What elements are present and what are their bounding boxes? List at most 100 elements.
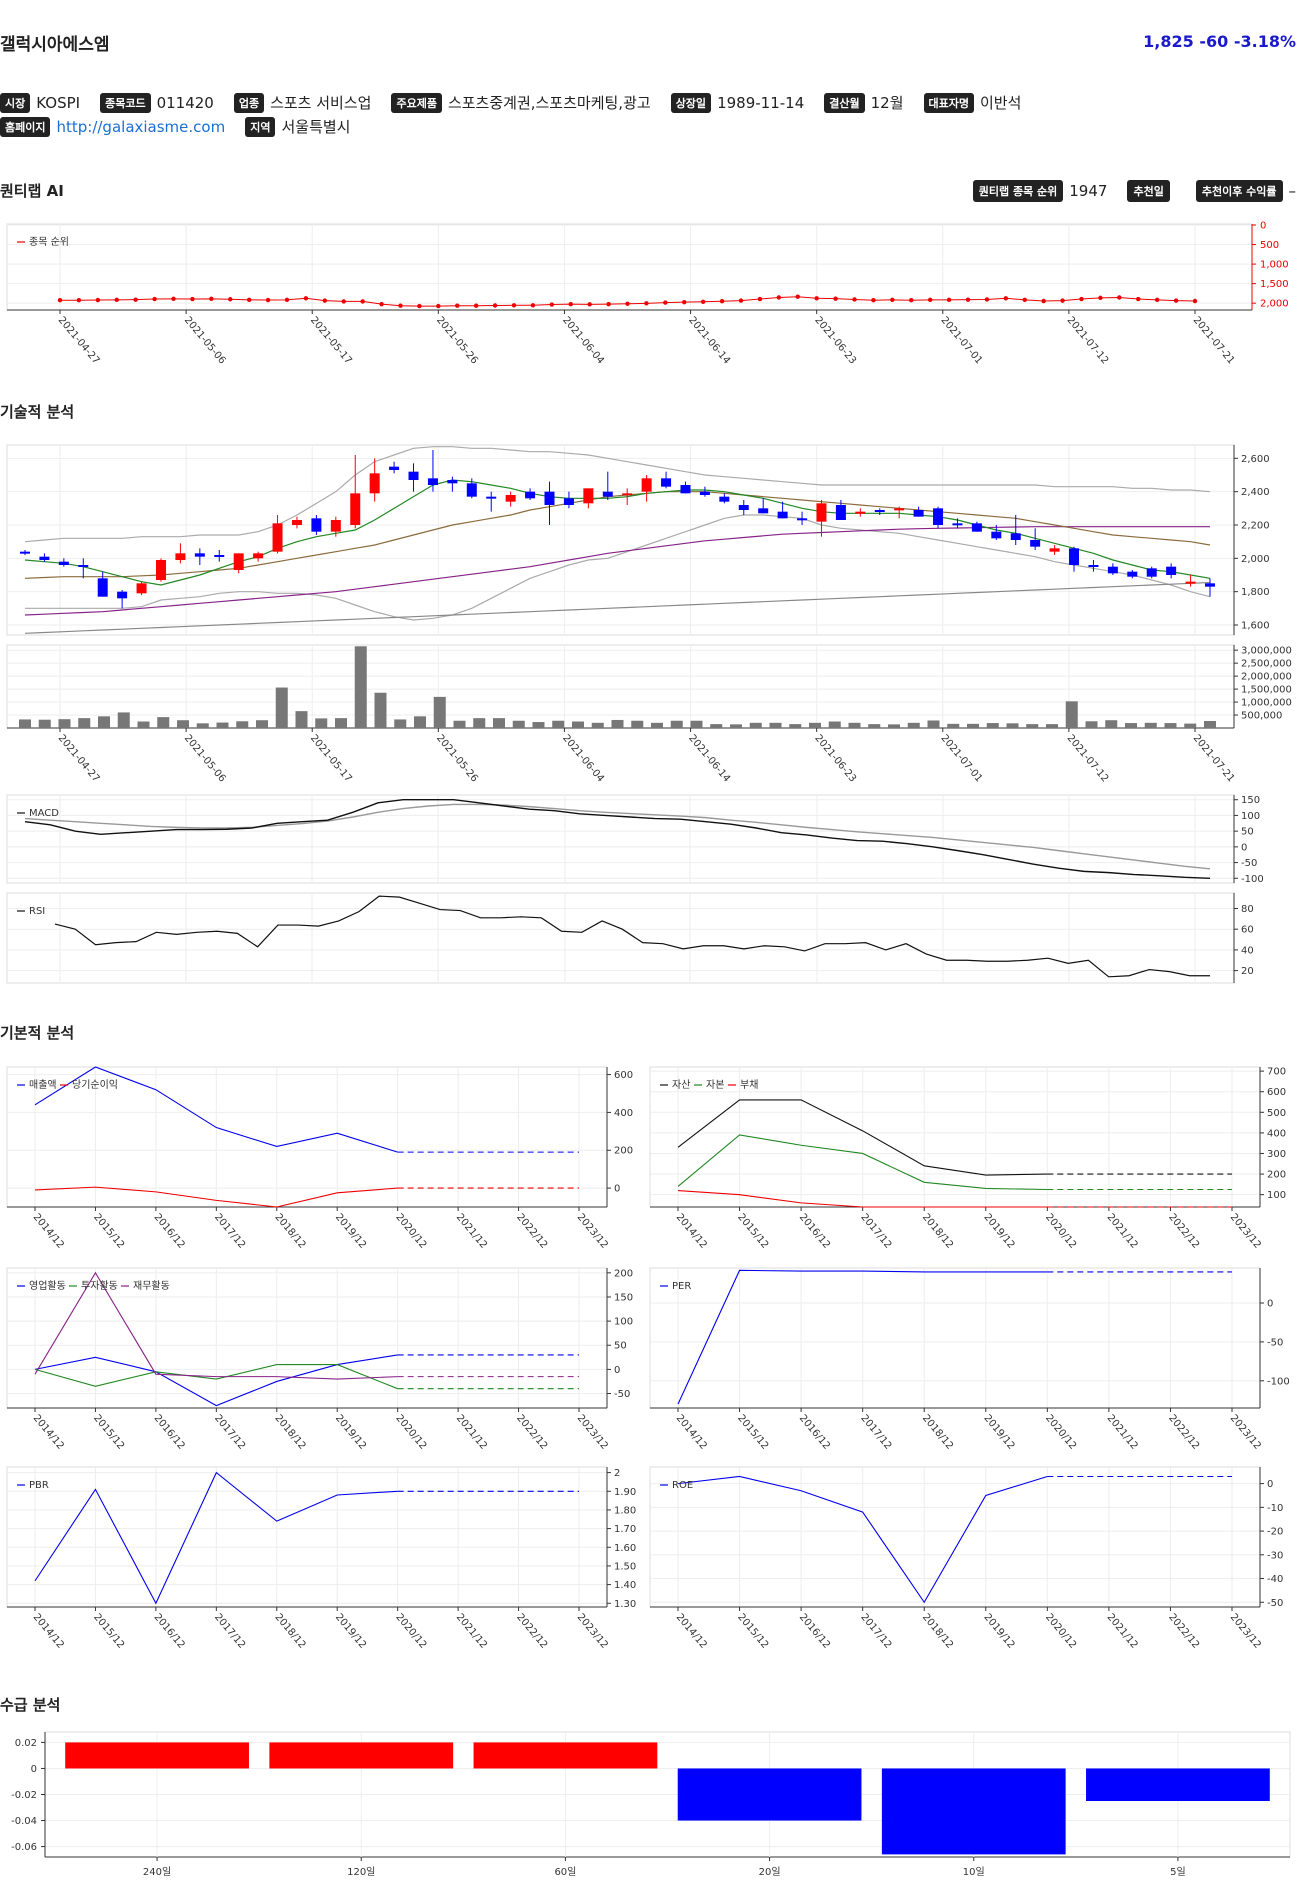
rank-point bbox=[360, 299, 365, 304]
cashflow-xtick-label: 2023/12 bbox=[575, 1413, 610, 1452]
volume-xtick-label: 2021-04-27 bbox=[56, 733, 102, 785]
candle-body bbox=[505, 495, 516, 502]
volume-bar bbox=[789, 724, 802, 728]
rank-point bbox=[738, 298, 744, 303]
product-tag: 주요제품 bbox=[391, 92, 442, 113]
rank-point bbox=[644, 301, 649, 306]
candle-body bbox=[816, 503, 827, 522]
candle-body bbox=[525, 491, 536, 499]
rec-date-tag: 추천일 bbox=[1127, 180, 1170, 202]
cashflow-ytick-label: 0 bbox=[614, 1365, 620, 1376]
candle-body bbox=[738, 505, 749, 510]
volume-ytick-label: 1,500,000 bbox=[1241, 685, 1292, 696]
volume-ytick-label: 2,000,000 bbox=[1241, 672, 1292, 683]
rank-point bbox=[303, 296, 309, 301]
rank-point bbox=[984, 297, 990, 302]
candle-body bbox=[1069, 548, 1080, 565]
rank-point bbox=[209, 296, 214, 302]
balance-ytick-label: 100 bbox=[1267, 1190, 1286, 1201]
macd-ytick-label: 100 bbox=[1241, 811, 1260, 822]
bollinger-upper-line bbox=[24, 446, 1211, 543]
code-tag: 종목코드 bbox=[100, 92, 151, 113]
listed-tag: 상장일 bbox=[670, 92, 712, 113]
volume-bar bbox=[670, 720, 683, 728]
rsi-ytick-label: 80 bbox=[1241, 904, 1254, 915]
per-ytick-label: -100 bbox=[1267, 1376, 1290, 1387]
volume-bar bbox=[631, 720, 644, 728]
region-value: 서울특별시 bbox=[281, 118, 351, 136]
candle-body bbox=[661, 478, 672, 487]
balance-xtick-label: 2019/12 bbox=[981, 1212, 1016, 1251]
rank-point bbox=[1041, 298, 1046, 304]
balance-legend-label: 부채 bbox=[740, 1079, 758, 1091]
company-name: 갤럭시아에스엠 bbox=[0, 35, 110, 55]
revenue-xtick-label: 2021/12 bbox=[454, 1212, 489, 1251]
balance-series-line bbox=[677, 1189, 1048, 1208]
cashflow-series-line bbox=[34, 1271, 398, 1380]
rank-point bbox=[1098, 295, 1103, 301]
supply-xtick-label: 10일 bbox=[963, 1866, 985, 1878]
roe-ytick-label: -30 bbox=[1267, 1550, 1283, 1561]
macd-frame bbox=[6, 794, 1235, 884]
rank-xtick-label: 2021-04-27 bbox=[56, 315, 102, 367]
volume-bar bbox=[38, 719, 51, 728]
homepage-link[interactable]: http://galaxiasme.com bbox=[56, 117, 226, 136]
cashflow-xtick-label: 2021/12 bbox=[454, 1413, 489, 1452]
volume-bar bbox=[907, 722, 920, 728]
rsi-line bbox=[54, 895, 1210, 978]
balance-ytick-label: 500 bbox=[1267, 1108, 1286, 1119]
pbr-ytick-label: 1.70 bbox=[614, 1524, 636, 1535]
volume-bar bbox=[769, 722, 782, 728]
volume-bar bbox=[986, 723, 999, 728]
macd-ytick-label: -50 bbox=[1241, 858, 1257, 869]
rank-point bbox=[1079, 296, 1084, 302]
rec-return-value: – bbox=[1288, 182, 1296, 200]
macd-line bbox=[24, 799, 1211, 879]
volume-bar bbox=[1065, 701, 1078, 728]
rec-return-tag: 추천이후 수익률 bbox=[1195, 180, 1283, 202]
candle-body bbox=[175, 553, 186, 560]
candle-body bbox=[1185, 581, 1196, 584]
listed-value: 1989-11-14 bbox=[717, 93, 805, 112]
candle-ytick-label: 2,000 bbox=[1241, 554, 1270, 565]
balance-xtick-label: 2015/12 bbox=[735, 1212, 770, 1251]
roe-xtick-label: 2018/12 bbox=[920, 1612, 955, 1651]
per-xtick-label: 2019/12 bbox=[981, 1413, 1016, 1452]
rank-point bbox=[587, 302, 592, 307]
rank-point bbox=[625, 301, 630, 306]
roe-xtick-label: 2015/12 bbox=[735, 1612, 770, 1651]
rank-point bbox=[1003, 296, 1009, 301]
volume-xtick-label: 2021-06-04 bbox=[560, 733, 606, 785]
macd-ytick-label: 0 bbox=[1241, 842, 1247, 853]
rank-point bbox=[549, 302, 555, 307]
pbr-ytick-label: 1.90 bbox=[614, 1487, 636, 1498]
pbr-xtick-label: 2016/12 bbox=[152, 1612, 187, 1651]
section-title-quant: 퀀티랩 AI bbox=[0, 182, 64, 200]
pbr-xtick-label: 2014/12 bbox=[31, 1612, 66, 1651]
revenue-xtick-label: 2018/12 bbox=[272, 1212, 307, 1251]
supply-xtick-label: 120일 bbox=[347, 1866, 375, 1878]
current-price: 1,825 bbox=[1143, 32, 1194, 51]
volume-ytick-label: 500,000 bbox=[1241, 711, 1282, 722]
roe-series-line bbox=[677, 1475, 1048, 1604]
pbr-frame bbox=[6, 1466, 608, 1608]
volume-bar bbox=[690, 720, 703, 728]
candle-ytick-label: 1,800 bbox=[1241, 587, 1270, 598]
candle-body bbox=[1049, 548, 1060, 552]
rank-frame bbox=[6, 223, 1253, 311]
candle-body bbox=[389, 466, 400, 470]
volume-bar bbox=[275, 687, 288, 728]
rank-point bbox=[795, 294, 800, 299]
rank-point bbox=[114, 297, 119, 303]
ma60-line bbox=[24, 526, 1210, 616]
cashflow-ytick-label: 100 bbox=[614, 1317, 633, 1328]
rank-ytick-label: 500 bbox=[1260, 240, 1279, 251]
cashflow-ytick-label: 50 bbox=[614, 1341, 627, 1352]
rsi-ytick-label: 20 bbox=[1241, 966, 1254, 977]
per-frame bbox=[649, 1267, 1261, 1409]
revenue-xtick-label: 2019/12 bbox=[333, 1212, 368, 1251]
cashflow-xtick-label: 2014/12 bbox=[31, 1413, 66, 1452]
pbr-xtick-label: 2021/12 bbox=[454, 1612, 489, 1651]
revenue-xtick-label: 2017/12 bbox=[212, 1212, 247, 1251]
candle-body bbox=[777, 511, 788, 519]
